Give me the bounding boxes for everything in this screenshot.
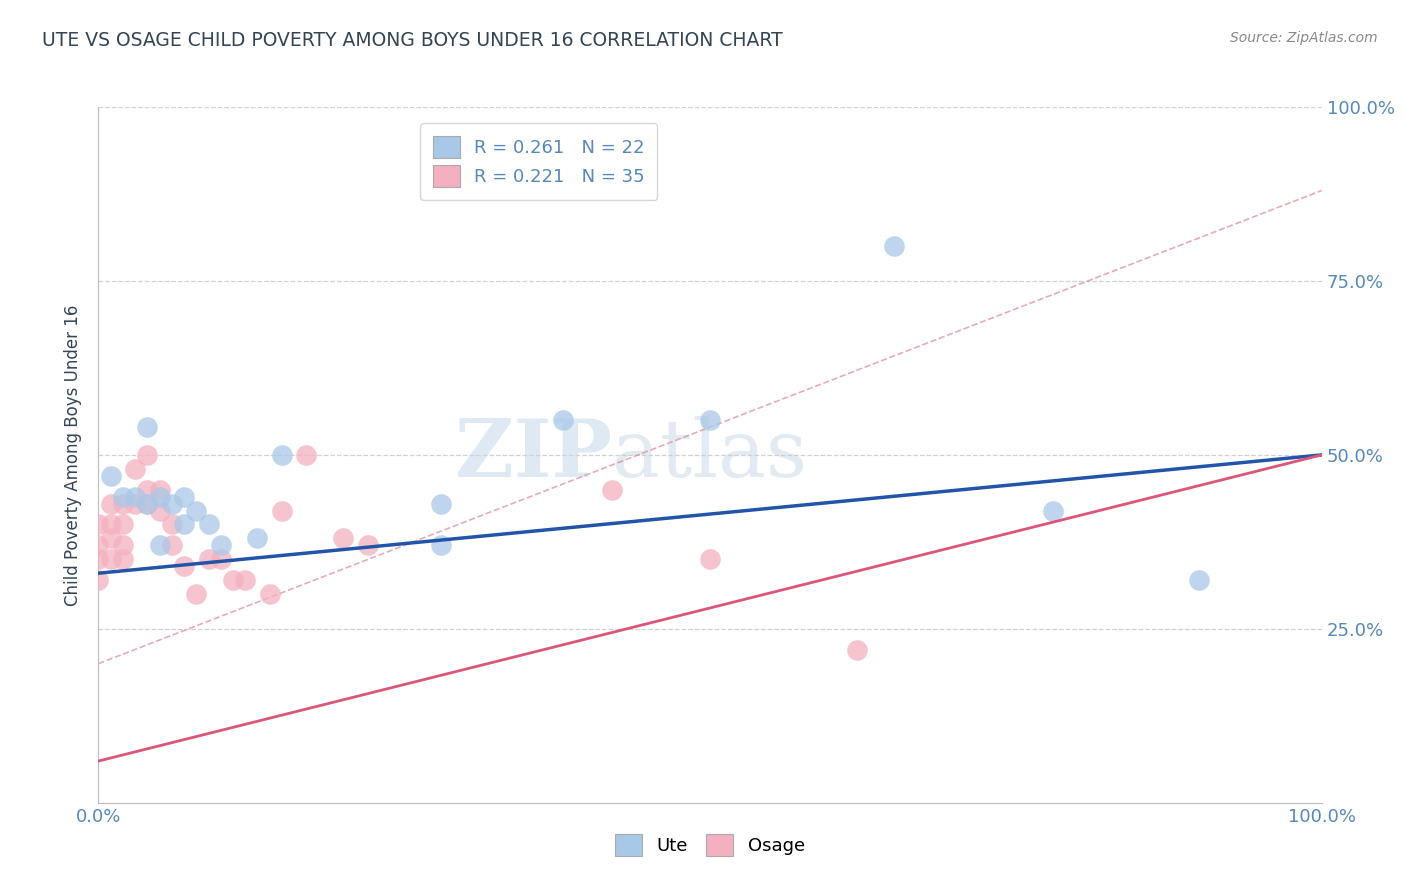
Point	[100, 468, 122, 483]
Point	[87, 517, 110, 532]
Point	[259, 587, 281, 601]
Point	[87, 552, 110, 566]
Y-axis label: Child Poverty Among Boys Under 16: Child Poverty Among Boys Under 16	[65, 304, 83, 606]
Point	[149, 538, 172, 552]
Point	[186, 503, 208, 517]
Point	[270, 448, 294, 462]
Point	[270, 503, 294, 517]
Point	[332, 532, 354, 546]
Point	[100, 497, 122, 511]
Point	[209, 538, 232, 552]
Point	[845, 642, 868, 657]
Text: UTE VS OSAGE CHILD POVERTY AMONG BOYS UNDER 16 CORRELATION CHART: UTE VS OSAGE CHILD POVERTY AMONG BOYS UN…	[42, 31, 783, 50]
Point	[124, 490, 146, 504]
Point	[100, 552, 122, 566]
Point	[209, 552, 232, 566]
Point	[160, 517, 183, 532]
Point	[173, 490, 195, 504]
Point	[222, 573, 245, 587]
Text: atlas: atlas	[612, 416, 807, 494]
Point	[149, 483, 172, 497]
Text: Source: ZipAtlas.com: Source: ZipAtlas.com	[1230, 31, 1378, 45]
Point	[136, 448, 159, 462]
Point	[149, 490, 172, 504]
Point	[173, 517, 195, 532]
Point	[111, 490, 134, 504]
Point	[124, 497, 146, 511]
Point	[87, 538, 110, 552]
Point	[295, 448, 318, 462]
Text: ZIP: ZIP	[456, 416, 612, 494]
Point	[246, 532, 269, 546]
Point	[87, 573, 110, 587]
Point	[883, 239, 905, 253]
Point	[149, 503, 172, 517]
Point	[160, 538, 183, 552]
Point	[173, 559, 195, 574]
Point	[111, 517, 134, 532]
Point	[356, 538, 378, 552]
Point	[600, 483, 623, 497]
Point	[136, 497, 159, 511]
Point	[111, 538, 134, 552]
Legend: Ute, Osage: Ute, Osage	[607, 827, 813, 863]
Point	[197, 552, 219, 566]
Point	[699, 552, 721, 566]
Point	[1188, 573, 1211, 587]
Point	[699, 413, 721, 427]
Point	[100, 532, 122, 546]
Point	[111, 497, 134, 511]
Point	[1042, 503, 1064, 517]
Point	[136, 483, 159, 497]
Point	[136, 497, 159, 511]
Point	[233, 573, 256, 587]
Point	[186, 587, 208, 601]
Point	[430, 497, 453, 511]
Point	[136, 420, 159, 434]
Point	[124, 462, 146, 476]
Point	[553, 413, 575, 427]
Point	[160, 497, 183, 511]
Point	[197, 517, 219, 532]
Point	[430, 538, 453, 552]
Point	[100, 517, 122, 532]
Point	[111, 552, 134, 566]
